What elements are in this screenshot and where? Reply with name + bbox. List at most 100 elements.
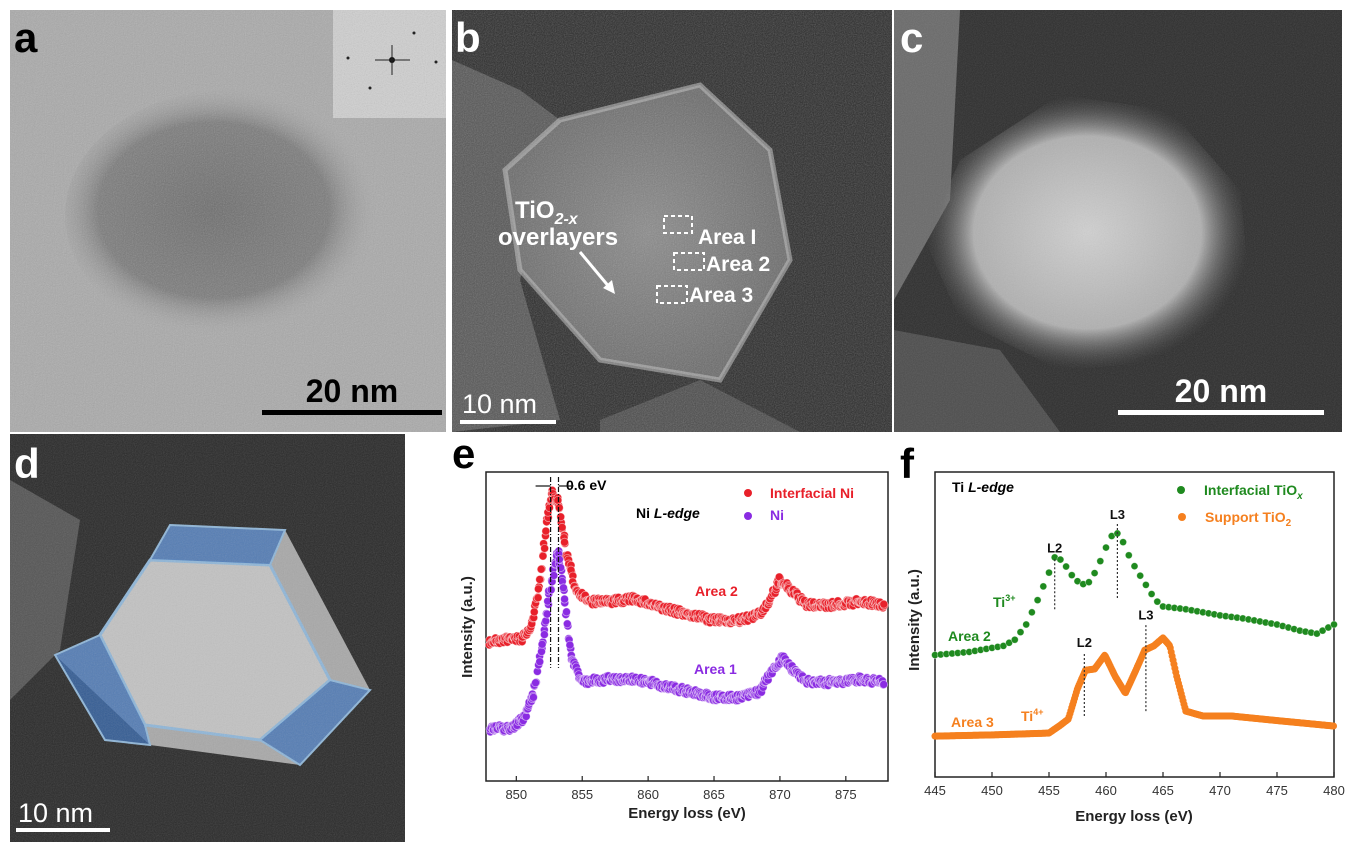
arrow-head [603, 280, 615, 294]
peak-marker-label: L3 [1138, 608, 1153, 623]
data-point [1096, 557, 1105, 565]
panel-d-letter: d [14, 440, 40, 487]
scale-bar [1118, 410, 1324, 415]
x-tick-label: 875 [835, 787, 857, 802]
legend-label-ni: Ni [770, 507, 784, 523]
chart-title: Ni L-edge [636, 505, 700, 521]
x-tick-label: 445 [924, 783, 946, 798]
scale-bar-label: 20 nm [1175, 373, 1267, 409]
data-point [545, 503, 554, 513]
data-point [1130, 562, 1139, 571]
legend-marker-interfacial-ni [744, 489, 752, 497]
data-point [1016, 628, 1025, 636]
shift-annotation: 0.6 eV [566, 477, 607, 493]
curve-label-area-2: Area 2 [948, 628, 991, 644]
area-2-label: Area 2 [706, 253, 770, 276]
scale-bar [16, 828, 110, 832]
y-axis-label: Intensity (a.u.) [906, 569, 923, 671]
data-point [1033, 596, 1042, 604]
x-axis-label: Energy loss (eV) [628, 805, 746, 822]
scale-bar [262, 410, 442, 415]
panel-e-ni-ledge-chart: e 0.6 eV Ni L-edge Interfacial Ni Ni Are… [452, 430, 889, 822]
x-tick-label: 460 [1095, 783, 1117, 798]
x-tick-label: 855 [571, 787, 593, 802]
data-point [1330, 620, 1338, 629]
data-point [1330, 722, 1338, 730]
x-tick-label: 465 [1152, 783, 1174, 798]
data-point [1022, 620, 1031, 629]
peak-marker-label: L2 [1077, 635, 1092, 650]
area-2-box [673, 252, 705, 271]
x-tick-label: 450 [981, 783, 1003, 798]
data-point [1102, 543, 1110, 552]
legend-label-interfacial-ni: Interfacial Ni [770, 485, 854, 501]
data-point [1147, 590, 1156, 598]
data-point [535, 575, 545, 584]
panel-b-letter: b [455, 14, 481, 61]
area-3-label: Area 3 [689, 284, 753, 307]
data-point [529, 607, 539, 617]
peak-marker-label: L3 [1110, 507, 1125, 522]
data-point [531, 678, 540, 688]
panel-a-tem-image: a 20 nm [10, 10, 446, 432]
data-point [529, 692, 538, 702]
panel-c-haadf-image: c 20 nm [894, 10, 1342, 432]
data-point [879, 599, 889, 609]
data-point [562, 619, 572, 629]
data-point [559, 583, 568, 593]
data-point [560, 594, 569, 604]
x-tick-label: 850 [505, 787, 527, 802]
scale-bar-label: 10 nm [18, 798, 93, 828]
legend-label-support-tio2: Support TiO2 [1205, 509, 1292, 529]
curve-label-area-2: Area 2 [695, 583, 738, 599]
x-tick-label: 470 [1209, 783, 1231, 798]
data-point [1028, 608, 1036, 617]
panel-a-letter: a [14, 14, 38, 61]
data-point [1010, 635, 1019, 644]
data-point [1039, 582, 1048, 591]
data-point [1136, 571, 1145, 580]
data-point [554, 503, 564, 513]
panel-e-letter: e [452, 430, 475, 477]
data-point [565, 640, 575, 650]
data-point [1124, 551, 1133, 560]
legend-marker-support-tio2 [1178, 513, 1186, 521]
curve-label-area-3: Area 3 [951, 714, 994, 730]
data-point [541, 526, 551, 536]
legend-marker-ni [744, 512, 752, 520]
panel-d-facet-model-image: d 10 nm [10, 434, 405, 842]
x-tick-label: 865 [703, 787, 725, 802]
x-tick-label: 455 [1038, 783, 1060, 798]
data-point [533, 593, 543, 603]
data-point [1119, 538, 1127, 547]
data-point [1090, 569, 1099, 577]
ion-label-ti4: Ti4+ [1021, 707, 1043, 724]
annotation-overlayers: overlayers [498, 224, 618, 251]
data-point [560, 537, 569, 547]
peak-marker-label: L2 [1047, 540, 1062, 555]
data-point [537, 639, 547, 649]
fft-inset [333, 10, 446, 118]
panel-f-ti-ledge-chart: f Ti L-edge Interfacial TiOx Support TiO… [900, 440, 1345, 825]
area-1-box [663, 215, 693, 234]
data-point [1045, 568, 1053, 577]
plot-frame [485, 471, 889, 782]
data-point [556, 563, 566, 572]
area-3-box [656, 285, 688, 304]
ion-label-ti3: Ti3+ [993, 593, 1015, 610]
data-point [538, 551, 548, 561]
y-axis-label: Intensity (a.u.) [459, 576, 476, 678]
panel-b-haadf-image: b TiO2-x overlayers Area I Area 2 Area 3… [452, 10, 892, 432]
data-point [539, 630, 549, 639]
curve-label-area-1: Area 1 [694, 661, 737, 677]
data-point [1056, 555, 1065, 564]
data-point [536, 564, 546, 574]
chart-title: Ti L-edge [952, 479, 1014, 495]
x-axis-label: Energy loss (eV) [1075, 808, 1193, 825]
scale-bar [460, 420, 556, 424]
data-point [533, 584, 543, 594]
x-tick-label: 870 [769, 787, 791, 802]
data-point [1153, 597, 1162, 606]
data-point [1085, 578, 1093, 587]
scale-bar-label: 10 nm [462, 389, 537, 419]
